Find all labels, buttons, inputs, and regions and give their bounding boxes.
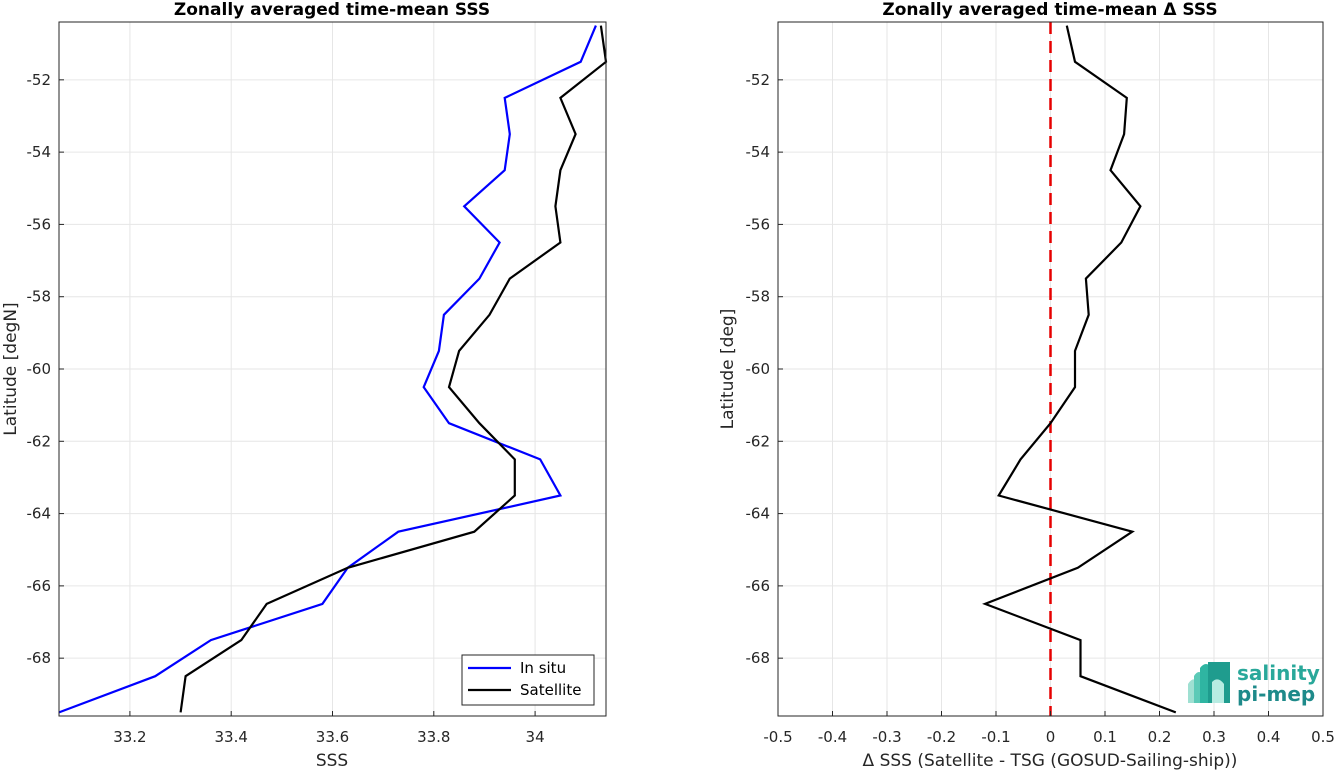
grid-lines (777, 22, 1324, 716)
x-tick-label: 0.4 (1257, 728, 1281, 746)
y-tick-label: -64 (27, 505, 52, 523)
y-tick-label: -60 (27, 360, 52, 378)
x-tick-label: 33.2 (113, 728, 146, 746)
delta-sss-panel: -0.5 -0.4 -0.3 -0.2 -0.1 0 0.1 0.2 0.3 0.4 0.5 -52… (718, 0, 1335, 770)
y-tick-label: -58 (746, 288, 771, 306)
x-tick-labels: -0.5 -0.4 -0.3 -0.2 -0.1 0 0.1 0.2 0.3 0.4 0.5 (763, 711, 1335, 746)
grid-lines (59, 22, 606, 716)
y-tick-label: -52 (27, 71, 52, 89)
y-tick-label: -66 (27, 577, 52, 595)
sss-panel: 33.2 33.4 33.6 33.8 34 -52 -54 -56 -58 -60 -62 -64… (1, 0, 608, 770)
y-axis-label: Latitude [deg] (718, 309, 738, 430)
chart-title: Zonally averaged time-mean SSS (174, 0, 490, 20)
y-tick-label: -58 (27, 288, 52, 306)
x-tick-label: 0.2 (1148, 728, 1172, 746)
y-tick-label: -54 (746, 143, 771, 161)
chart-title: Zonally averaged time-mean Δ SSS (882, 0, 1217, 20)
legend-label-in-situ: In situ (520, 659, 566, 677)
y-tick-labels: -52 -54 -56 -58 -60 -62 -64 -66 -68 (27, 71, 64, 667)
y-tick-label: -60 (746, 360, 771, 378)
x-tick-label: -0.3 (872, 728, 901, 746)
series-line-in-situ (58, 25, 597, 714)
x-tick-label: -0.5 (763, 728, 792, 746)
y-tick-labels: -52 -54 -56 -58 -60 -62 -64 -66 -68 (746, 71, 783, 667)
series-line-delta (982, 25, 1177, 714)
series-layer (982, 22, 1177, 716)
y-tick-label: -54 (27, 143, 52, 161)
y-tick-label: -56 (27, 215, 52, 233)
logo-line2: pi-mep (1237, 682, 1315, 706)
x-tick-label: 0.5 (1311, 728, 1335, 746)
logo-wave-icon (1188, 662, 1230, 703)
x-tick-label: 0.3 (1202, 728, 1226, 746)
y-tick-label: -62 (27, 432, 52, 450)
x-tick-label: -0.2 (927, 728, 956, 746)
x-axis-label: Δ SSS (Satellite - TSG (GOSUD-Sailing-sh… (863, 751, 1238, 770)
x-tick-label: 0 (1046, 728, 1056, 746)
x-tick-label: -0.1 (981, 728, 1010, 746)
logo-line1: salinity (1237, 661, 1320, 685)
y-tick-label: -68 (746, 649, 771, 667)
x-tick-label: 0.1 (1093, 728, 1117, 746)
y-tick-label: -52 (746, 71, 771, 89)
y-tick-label: -68 (27, 649, 52, 667)
x-tick-label: 33.4 (215, 728, 248, 746)
x-tick-labels: 33.2 33.4 33.6 33.8 34 (113, 711, 545, 746)
series-line-satellite (179, 25, 608, 713)
salinity-pi-mep-logo: salinity pi-mep (1188, 661, 1320, 706)
y-tick-label: -56 (746, 215, 771, 233)
y-tick-label: -62 (746, 432, 771, 450)
y-tick-label: -66 (746, 577, 771, 595)
legend: In situ Satellite (461, 654, 595, 706)
y-axis-label: Latitude [degN] (1, 302, 21, 435)
x-tick-label: 33.8 (417, 728, 450, 746)
y-tick-label: -64 (746, 505, 771, 523)
x-axis-label: SSS (316, 751, 348, 770)
x-tick-label: 33.6 (316, 728, 349, 746)
x-tick-label: 34 (526, 728, 545, 746)
series-layer (58, 25, 608, 714)
x-tick-label: -0.4 (818, 728, 847, 746)
legend-label-satellite: Satellite (520, 681, 581, 699)
